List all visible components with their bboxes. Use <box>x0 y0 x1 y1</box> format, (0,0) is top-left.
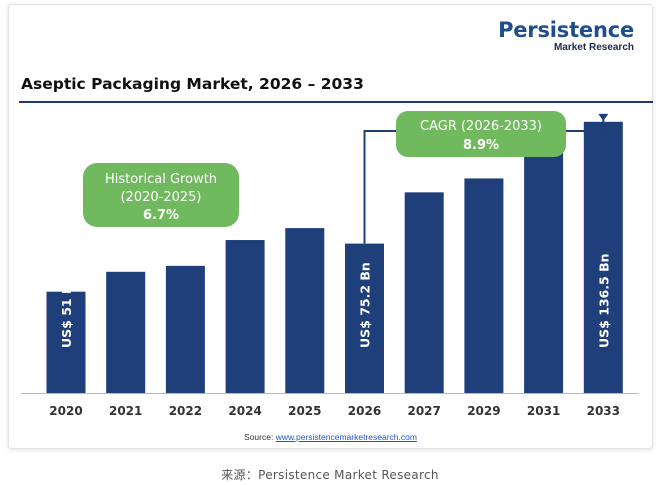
bar-value-label: US$ 136.5 Bn <box>596 253 611 348</box>
x-tick-label: 2033 <box>587 404 620 418</box>
brand-subtitle: Market Research <box>553 42 634 53</box>
x-tick-label: 2021 <box>109 404 142 418</box>
x-tick-label: 2020 <box>49 404 82 418</box>
title-divider <box>19 101 653 103</box>
source-link[interactable]: www.persistencemarketresearch.com <box>275 432 417 442</box>
x-tick-label: 2026 <box>348 404 381 418</box>
bar-2027 <box>404 192 444 393</box>
cagr-callout <box>396 111 566 157</box>
bar-2026 <box>345 243 384 393</box>
bar-chart: 2020 2021 2022 2024 2025 2026 2027 2029 2031 2033… <box>21 111 639 418</box>
image-caption: 来源：Persistence Market Research <box>221 468 439 482</box>
source-label: Source: <box>244 432 274 442</box>
source-line: Source: www.persistencemarketresearch.co… <box>9 432 652 442</box>
x-tick-label: 2029 <box>467 404 500 418</box>
historical-growth-period: (2020-2025) <box>120 190 201 205</box>
brand-name: Persistence <box>498 18 634 42</box>
brand-logo: Persistence Market Research <box>498 19 634 54</box>
x-tick-label: 2022 <box>169 404 202 418</box>
cagr-value: 8.9% <box>463 138 499 153</box>
bar-2025 <box>285 228 325 393</box>
x-tick-label: 2027 <box>407 404 440 418</box>
cagr-title: CAGR (2026-2033) <box>420 119 542 134</box>
bar-2024 <box>225 240 265 393</box>
historical-growth-callout <box>83 163 239 227</box>
bar-value-label: US$ 75.2 Bn <box>358 262 373 348</box>
x-tick-label: 2031 <box>527 404 560 418</box>
x-tick-label: 2024 <box>228 404 261 418</box>
bar-2020 <box>46 291 86 393</box>
historical-growth-value: 6.7% <box>143 208 179 223</box>
chart-card: Persistence Market Research Aseptic Pack… <box>8 4 653 449</box>
cagr-arrow-head <box>598 113 609 121</box>
historical-growth-title: Historical Growth <box>105 172 217 187</box>
bar-2022 <box>165 265 205 393</box>
x-tick-label: 2025 <box>288 404 321 418</box>
bar-2031 <box>524 151 564 393</box>
chart-title: Aseptic Packaging Market, 2026 – 2033 <box>21 75 364 93</box>
bar-2029 <box>464 178 504 393</box>
bar-2033 <box>583 121 623 393</box>
bar-value-label: US$ 51 Bn <box>59 276 74 348</box>
bar-2021 <box>106 271 146 393</box>
